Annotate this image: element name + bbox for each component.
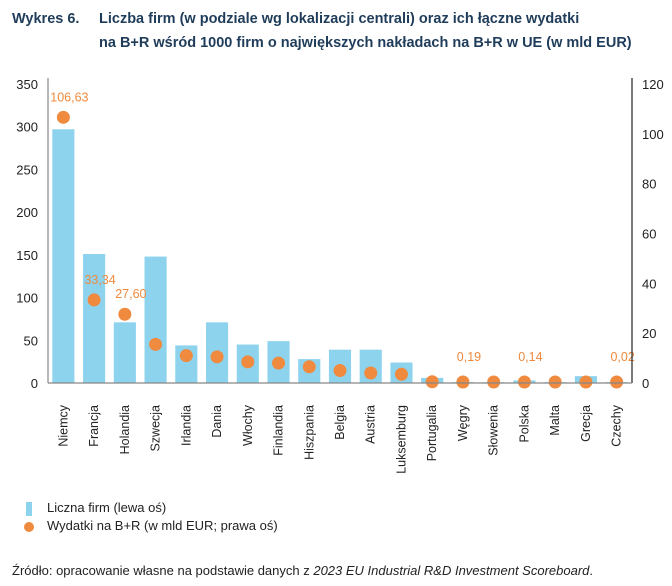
bar-francja	[83, 254, 106, 383]
dot-szwecja	[149, 337, 163, 351]
right-tick-label: 60	[642, 227, 656, 242]
left-tick-label: 100	[16, 291, 38, 306]
left-axis-ticks: 0 50 100 150 200 250 300 350	[16, 77, 38, 391]
left-tick-label: 350	[16, 77, 38, 92]
category-label: Słowenia	[487, 405, 501, 456]
source-title: 2023 EU Industrial R&D Investment Scoreb…	[313, 563, 590, 578]
dot-belgia	[333, 364, 347, 378]
source-prefix: Źródło: opracowanie własne na podstawie …	[12, 563, 314, 578]
right-tick-label: 40	[642, 276, 656, 291]
left-tick-label: 200	[16, 205, 38, 220]
category-label: Hiszpania	[302, 405, 316, 460]
category-label: Czechy	[610, 404, 624, 446]
right-tick-label: 80	[642, 177, 656, 192]
category-label: Niemcy	[56, 404, 70, 446]
dot-węgry	[456, 375, 470, 389]
category-label: Finlandia	[272, 405, 286, 456]
title-line-2: na B+R wśród 1000 firm o największych na…	[99, 35, 632, 51]
category-label: Polska	[517, 405, 531, 443]
source-suffix: .	[589, 563, 593, 578]
dot-czechy	[610, 375, 624, 389]
left-tick-label: 0	[31, 376, 38, 391]
dot-finlandia	[272, 356, 286, 370]
category-label: Belgia	[333, 405, 347, 440]
category-label: Holandia	[118, 405, 132, 454]
dot-malta	[548, 375, 562, 389]
right-axis-ticks: 0 20 40 60 80 100 120	[642, 77, 664, 391]
category-label: Luksemburg	[394, 405, 408, 474]
category-label: Grecja	[579, 405, 593, 442]
right-tick-label: 100	[642, 127, 664, 142]
data-label: 33,34	[84, 273, 115, 287]
legend-label-dots: Wydatki na B+R (w mld EUR; prawa oś)	[47, 518, 278, 533]
bar-series	[52, 129, 628, 383]
source-note: Źródło: opracowanie własne na podstawie …	[12, 563, 593, 578]
dot-swatch-icon	[24, 522, 34, 532]
combo-chart: 0 50 100 150 200 250 300 350 0 20 40 60 80 100 120 10…	[16, 77, 664, 474]
figure-number: Wykres 6.	[12, 11, 80, 27]
left-tick-label: 300	[16, 120, 38, 135]
dot-austria	[364, 366, 378, 380]
data-label: 27,60	[115, 287, 146, 301]
category-label: Malta	[548, 405, 562, 436]
dot-polska	[517, 375, 531, 389]
dot-portugalia	[425, 375, 439, 389]
dot-włochy	[241, 355, 255, 369]
left-tick-label: 250	[16, 162, 38, 177]
data-label: 0,02	[610, 350, 634, 364]
category-labels: Niemcy Francja Holandia Szwecja Irlandia Dani…	[56, 404, 623, 474]
left-tick-label: 50	[24, 333, 38, 348]
dot-irlandia	[179, 349, 193, 363]
data-label: 106,63	[50, 90, 88, 104]
dot-francja	[87, 293, 101, 307]
dot-dania	[210, 350, 224, 364]
category-label: Węgry	[456, 404, 470, 441]
bar-holandia	[113, 322, 136, 383]
left-tick-label: 150	[16, 248, 38, 263]
dot-hiszpania	[302, 360, 316, 374]
dot-series	[56, 110, 624, 389]
dot-luksemburg	[394, 367, 408, 381]
category-label: Włochy	[241, 404, 255, 446]
category-label: Szwecja	[149, 405, 163, 452]
bar-swatch-icon	[26, 502, 32, 516]
dot-grecja	[579, 375, 593, 389]
category-label: Portugalia	[425, 405, 439, 461]
category-label: Austria	[364, 405, 378, 444]
legend-label-bars: Liczna firm (lewa oś)	[47, 500, 167, 515]
category-label: Dania	[210, 405, 224, 438]
bar-niemcy	[52, 129, 75, 383]
title-line-1: Liczba firm (w podziale wg lokalizacji c…	[99, 11, 580, 27]
data-label: 0,19	[457, 350, 481, 364]
category-label: Irlandia	[179, 405, 193, 446]
dot-holandia	[118, 307, 132, 321]
right-tick-label: 20	[642, 326, 656, 341]
right-tick-label: 120	[642, 77, 664, 92]
dot-słowenia	[487, 375, 501, 389]
dot-niemcy	[56, 110, 70, 124]
data-label: 0,14	[518, 350, 542, 364]
right-tick-label: 0	[642, 376, 649, 391]
bar-szwecja	[144, 256, 167, 383]
category-label: Francja	[87, 405, 101, 447]
